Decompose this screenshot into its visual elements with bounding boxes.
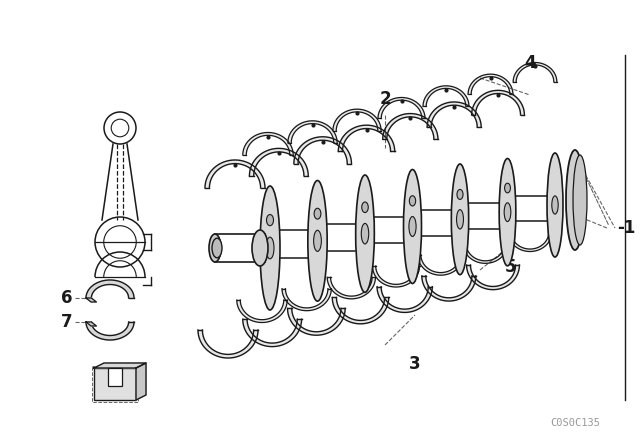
Polygon shape	[198, 330, 258, 358]
Text: 7: 7	[60, 313, 72, 331]
Text: 3: 3	[409, 355, 421, 373]
Text: C0S0C135: C0S0C135	[550, 418, 600, 428]
Ellipse shape	[356, 175, 374, 293]
Polygon shape	[86, 298, 97, 302]
Polygon shape	[250, 148, 308, 176]
Polygon shape	[468, 74, 513, 94]
Polygon shape	[86, 280, 134, 298]
Bar	[92, 366, 138, 402]
Polygon shape	[205, 160, 265, 188]
Polygon shape	[237, 300, 287, 323]
Text: -1: -1	[617, 219, 636, 237]
Ellipse shape	[361, 224, 369, 244]
Polygon shape	[339, 125, 395, 151]
Polygon shape	[136, 363, 146, 400]
Polygon shape	[86, 322, 134, 340]
Ellipse shape	[212, 238, 222, 258]
Text: 6: 6	[61, 289, 72, 307]
Bar	[108, 368, 122, 386]
Ellipse shape	[552, 196, 558, 214]
Ellipse shape	[457, 190, 463, 199]
Ellipse shape	[252, 230, 268, 266]
Ellipse shape	[451, 164, 468, 275]
Ellipse shape	[566, 150, 584, 250]
Ellipse shape	[403, 169, 422, 284]
Polygon shape	[423, 86, 469, 106]
Text: 4: 4	[524, 54, 536, 72]
Ellipse shape	[499, 159, 516, 266]
Polygon shape	[288, 121, 337, 143]
Polygon shape	[86, 322, 97, 326]
Polygon shape	[377, 287, 432, 312]
Polygon shape	[463, 243, 508, 263]
Polygon shape	[243, 319, 301, 347]
Polygon shape	[378, 98, 425, 119]
Ellipse shape	[260, 186, 280, 310]
Polygon shape	[427, 102, 481, 127]
Ellipse shape	[209, 234, 221, 262]
Polygon shape	[332, 297, 388, 324]
Text: 2: 2	[379, 90, 391, 108]
Polygon shape	[422, 276, 476, 301]
Polygon shape	[467, 265, 520, 290]
Ellipse shape	[266, 215, 273, 226]
Polygon shape	[383, 114, 438, 139]
Ellipse shape	[314, 230, 321, 251]
Polygon shape	[333, 109, 381, 131]
Ellipse shape	[409, 216, 416, 237]
Ellipse shape	[504, 183, 511, 193]
Text: 5: 5	[504, 258, 516, 276]
Ellipse shape	[362, 202, 368, 212]
Polygon shape	[243, 133, 293, 155]
Polygon shape	[508, 232, 552, 251]
Polygon shape	[294, 137, 351, 164]
Ellipse shape	[314, 208, 321, 219]
Bar	[94, 368, 136, 400]
Polygon shape	[513, 63, 557, 82]
Ellipse shape	[573, 155, 587, 245]
Ellipse shape	[504, 203, 511, 222]
Ellipse shape	[266, 237, 274, 259]
Ellipse shape	[410, 196, 415, 206]
Polygon shape	[372, 266, 420, 287]
Polygon shape	[418, 254, 463, 275]
Ellipse shape	[308, 181, 327, 301]
Ellipse shape	[547, 153, 563, 257]
Polygon shape	[94, 363, 146, 368]
Polygon shape	[282, 289, 332, 310]
Ellipse shape	[456, 210, 463, 229]
Polygon shape	[472, 90, 524, 115]
Polygon shape	[287, 308, 345, 335]
Polygon shape	[327, 277, 376, 299]
